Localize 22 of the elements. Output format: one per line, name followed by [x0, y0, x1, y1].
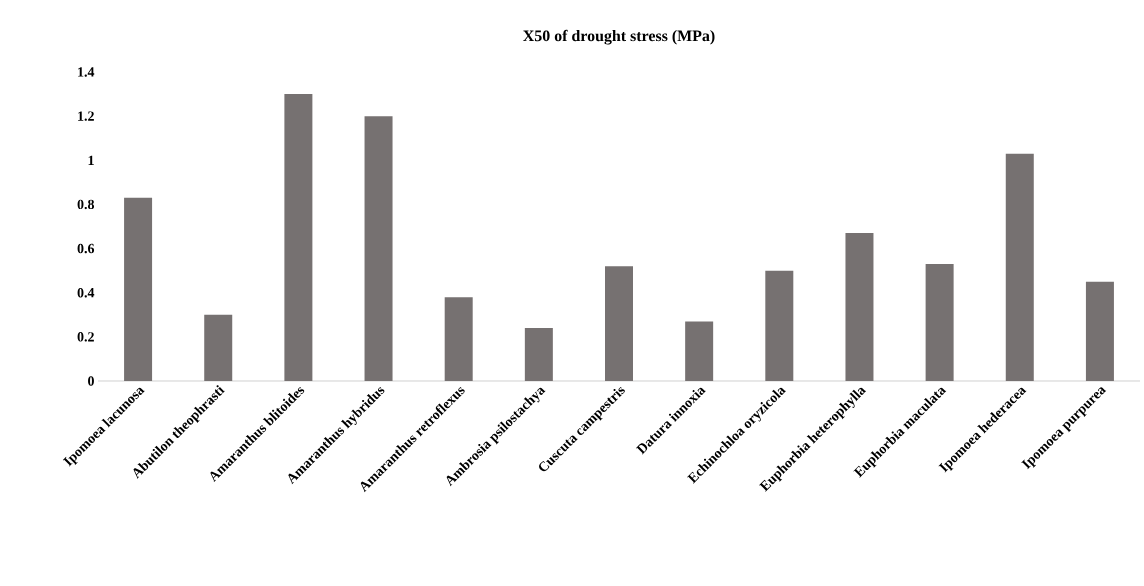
- y-tick-label: 0.2: [77, 332, 94, 342]
- y-tick-label: 1.2: [78, 111, 94, 121]
- bar: [284, 94, 313, 381]
- chart-title: X50 of drought stress (MPa): [523, 29, 715, 45]
- bar: [845, 233, 874, 381]
- bar: [364, 116, 393, 381]
- bar: [444, 297, 473, 381]
- bar: [605, 266, 633, 381]
- y-tick-label: 1.4: [78, 67, 95, 77]
- y-tick-label: 0.6: [77, 243, 95, 254]
- y-tick-label: 0: [88, 376, 94, 386]
- bar: [204, 314, 233, 381]
- y-tick-label: 0.4: [77, 287, 95, 298]
- y-tick-label: 1: [88, 155, 94, 165]
- bar: [685, 321, 714, 381]
- bar: [1085, 281, 1114, 381]
- bar: [925, 264, 954, 381]
- bar: [765, 270, 794, 381]
- bar: [524, 328, 553, 381]
- bar: [1005, 153, 1034, 381]
- y-tick-label: 0.8: [77, 199, 95, 210]
- bar: [124, 197, 153, 381]
